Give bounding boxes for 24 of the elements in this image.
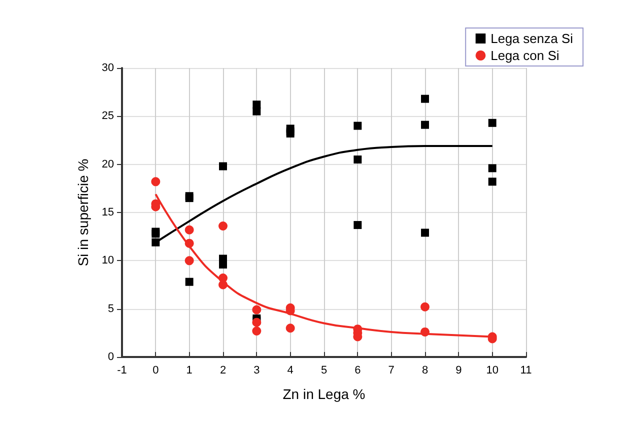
y-tick-label: 5 [108, 302, 114, 315]
x-tick-label: -1 [117, 364, 127, 376]
legend-label: Lega con Si [490, 48, 560, 63]
y-tick-label: 25 [102, 110, 114, 122]
x-axis-title: Zn in Lega % [282, 386, 366, 402]
y-axis-title: Si in superficie % [75, 158, 91, 266]
x-tick-label: 5 [320, 364, 328, 376]
y-tick-label: 20 [102, 158, 114, 170]
y-tick-label: 30 [102, 62, 114, 74]
x-tick-label: 1 [186, 364, 192, 376]
x-tick-label: 2 [220, 364, 226, 376]
y-tick-label: 15 [102, 206, 114, 218]
x-tick-label: 8 [422, 364, 428, 376]
x-tick-label: 4 [287, 364, 294, 376]
y-tick-label: 0 [108, 351, 114, 363]
legend-label: Lega senza Si [490, 31, 574, 46]
x-tick-label: 11 [520, 364, 532, 376]
x-tick-label: 9 [456, 364, 462, 376]
y-tick-label: 10 [102, 254, 114, 267]
x-tick-label: 6 [354, 364, 361, 376]
x-tick-label: 10 [486, 364, 498, 376]
x-tick-label: 3 [254, 364, 260, 376]
x-tick-label: 7 [388, 364, 394, 376]
x-tick-label: 0 [152, 364, 159, 376]
